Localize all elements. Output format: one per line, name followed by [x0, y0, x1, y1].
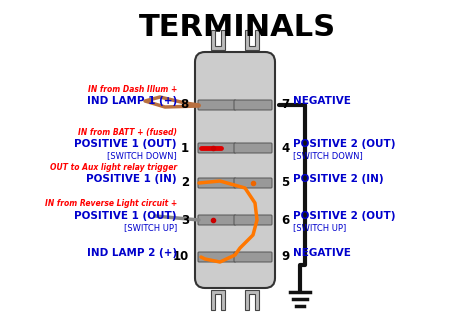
FancyBboxPatch shape: [195, 52, 275, 288]
Text: 4: 4: [281, 141, 289, 155]
Text: OUT to Aux light relay trigger: OUT to Aux light relay trigger: [50, 162, 177, 171]
Text: POSITIVE 2 (OUT): POSITIVE 2 (OUT): [293, 211, 395, 221]
Text: POSITIVE 1 (OUT): POSITIVE 1 (OUT): [74, 139, 177, 149]
Text: TERMINALS: TERMINALS: [138, 13, 336, 42]
Text: POSITIVE 2 (OUT): POSITIVE 2 (OUT): [293, 139, 395, 149]
FancyBboxPatch shape: [234, 178, 272, 188]
Text: IN from BATT + (fused): IN from BATT + (fused): [78, 127, 177, 137]
Polygon shape: [211, 30, 225, 50]
FancyBboxPatch shape: [198, 215, 236, 225]
Text: NEGATIVE: NEGATIVE: [293, 248, 351, 258]
FancyBboxPatch shape: [198, 143, 236, 153]
Text: IN from Reverse Light circuit +: IN from Reverse Light circuit +: [45, 200, 177, 209]
Text: 5: 5: [281, 176, 289, 189]
Polygon shape: [245, 30, 259, 50]
Text: [SWITCH DOWN]: [SWITCH DOWN]: [293, 152, 363, 160]
Text: [SWITCH UP]: [SWITCH UP]: [293, 224, 346, 232]
FancyBboxPatch shape: [198, 178, 236, 188]
Text: NEGATIVE: NEGATIVE: [293, 96, 351, 106]
Text: 6: 6: [281, 214, 289, 227]
Text: IND LAMP 1 (+): IND LAMP 1 (+): [87, 96, 177, 106]
FancyBboxPatch shape: [234, 100, 272, 110]
Text: 10: 10: [173, 250, 189, 263]
FancyBboxPatch shape: [198, 100, 236, 110]
FancyBboxPatch shape: [198, 252, 236, 262]
Text: [SWITCH UP]: [SWITCH UP]: [124, 224, 177, 232]
FancyBboxPatch shape: [234, 252, 272, 262]
Text: 9: 9: [281, 250, 289, 263]
Text: 8: 8: [181, 98, 189, 111]
Text: IND LAMP 2 (+): IND LAMP 2 (+): [87, 248, 177, 258]
Text: [SWITCH DOWN]: [SWITCH DOWN]: [107, 152, 177, 160]
Text: POSITIVE 1 (OUT): POSITIVE 1 (OUT): [74, 211, 177, 221]
Text: 3: 3: [181, 214, 189, 227]
FancyBboxPatch shape: [234, 215, 272, 225]
Polygon shape: [211, 290, 225, 310]
Text: 1: 1: [181, 141, 189, 155]
Text: 2: 2: [181, 176, 189, 189]
Text: POSITIVE 2 (IN): POSITIVE 2 (IN): [293, 174, 383, 184]
Text: 7: 7: [281, 98, 289, 111]
Polygon shape: [245, 290, 259, 310]
FancyBboxPatch shape: [234, 143, 272, 153]
Text: IN from Dash Illum +: IN from Dash Illum +: [88, 84, 177, 94]
Text: POSITIVE 1 (IN): POSITIVE 1 (IN): [86, 174, 177, 184]
